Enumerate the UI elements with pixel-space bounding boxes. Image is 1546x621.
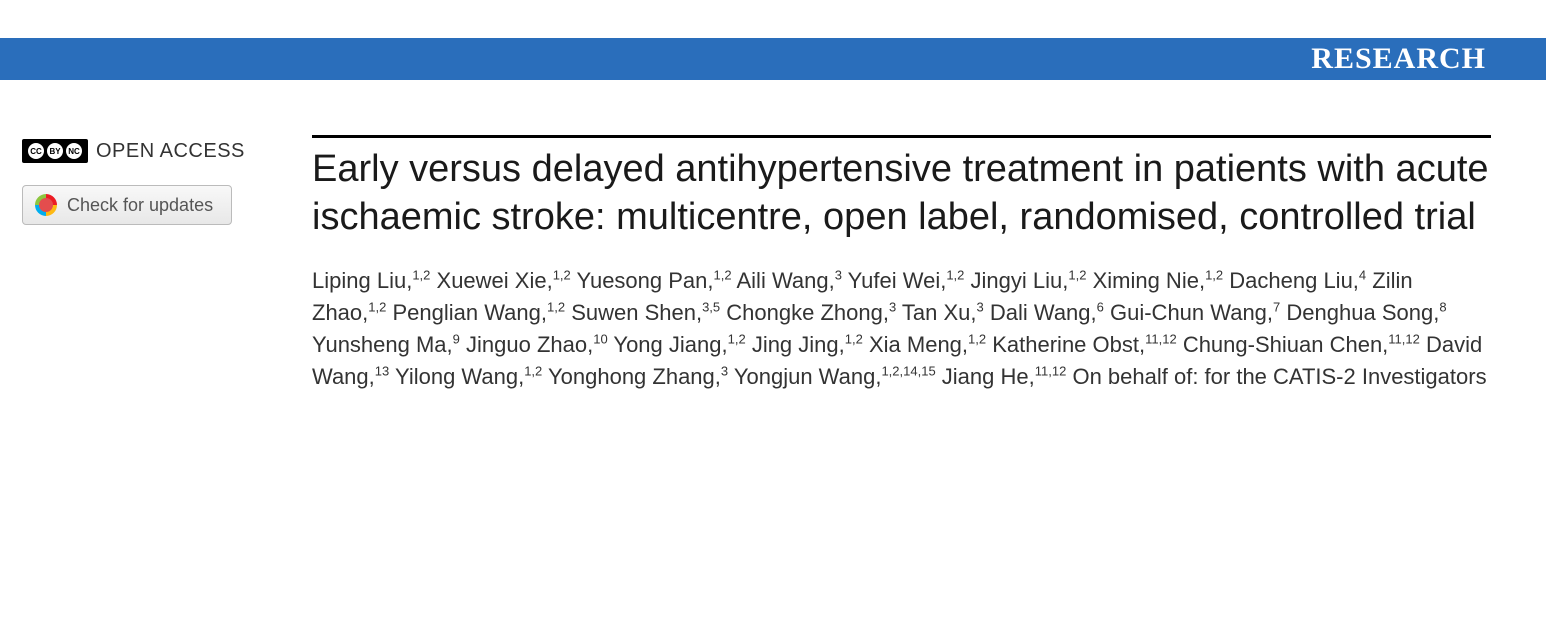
article-title: Early versus delayed antihypertensive tr… xyxy=(312,146,1491,241)
author-affiliation: 4 xyxy=(1359,268,1366,283)
author-name: Katherine Obst, xyxy=(992,332,1145,357)
author-affiliation: 1,2 xyxy=(968,331,986,346)
content-area: CC BY NC OPEN ACCESS Check for updates E… xyxy=(0,80,1546,393)
check-updates-label: Check for updates xyxy=(67,195,213,216)
author-affiliation: 3 xyxy=(977,300,984,315)
author-affiliation: 11,12 xyxy=(1035,363,1067,378)
author-affiliation: 8 xyxy=(1439,300,1446,315)
author-name: Dali Wang, xyxy=(990,300,1097,325)
author-name: Jingyi Liu, xyxy=(971,268,1069,293)
author-affiliation: 1,2 xyxy=(368,300,386,315)
author-affiliation: 1,2 xyxy=(553,268,571,283)
author-affiliation: 1,2 xyxy=(714,268,732,283)
on-behalf-text: On behalf of: for the CATIS-2 Investigat… xyxy=(1072,364,1486,389)
author-list: Liping Liu,1,2 Xuewei Xie,1,2 Yuesong Pa… xyxy=(312,265,1491,393)
open-access-label: OPEN ACCESS xyxy=(96,140,245,163)
author-name: Denghua Song, xyxy=(1286,300,1439,325)
check-for-updates-button[interactable]: Check for updates xyxy=(22,185,232,225)
sidebar: CC BY NC OPEN ACCESS Check for updates xyxy=(22,135,272,393)
author-affiliation: 1,2 xyxy=(1205,268,1223,283)
author-name: Yilong Wang, xyxy=(395,364,524,389)
author-affiliation: 1,2 xyxy=(412,268,430,283)
author-name: Penglian Wang, xyxy=(392,300,547,325)
cc-icon: CC xyxy=(28,143,44,159)
nc-icon: NC xyxy=(66,143,82,159)
section-banner: RESEARCH xyxy=(0,38,1546,80)
author-affiliation: 1,2 xyxy=(1068,268,1086,283)
author-affiliation: 9 xyxy=(453,331,460,346)
author-name: Aili Wang, xyxy=(737,268,835,293)
author-name: Yonghong Zhang, xyxy=(548,364,721,389)
author-name: Tan Xu, xyxy=(902,300,977,325)
author-affiliation: 1,2,14,15 xyxy=(881,363,935,378)
open-access-badge: CC BY NC OPEN ACCESS xyxy=(22,139,272,163)
author-name: Xia Meng, xyxy=(869,332,968,357)
author-name: Jing Jing, xyxy=(752,332,845,357)
author-affiliation: 1,2 xyxy=(524,363,542,378)
author-name: Yong Jiang, xyxy=(613,332,727,357)
author-name: Yongjun Wang, xyxy=(734,364,882,389)
banner-label: RESEARCH xyxy=(1311,42,1486,76)
author-affiliation: 1,2 xyxy=(946,268,964,283)
author-affiliation: 6 xyxy=(1097,300,1104,315)
crossmark-icon xyxy=(35,194,57,216)
author-name: Chung-Shiuan Chen, xyxy=(1183,332,1388,357)
author-affiliation: 1,2 xyxy=(845,331,863,346)
main-column: Early versus delayed antihypertensive tr… xyxy=(312,135,1491,393)
author-affiliation: 1,2 xyxy=(728,331,746,346)
author-affiliation: 1,2 xyxy=(547,300,565,315)
author-affiliation: 10 xyxy=(593,331,607,346)
author-name: Yufei Wei, xyxy=(848,268,947,293)
author-name: Jinguo Zhao, xyxy=(466,332,593,357)
author-affiliation: 3 xyxy=(721,363,728,378)
author-name: Suwen Shen, xyxy=(571,300,702,325)
author-name: Jiang He, xyxy=(942,364,1035,389)
author-name: Dacheng Liu, xyxy=(1229,268,1359,293)
author-affiliation: 3 xyxy=(889,300,896,315)
author-affiliation: 13 xyxy=(375,363,389,378)
author-affiliation: 11,12 xyxy=(1388,331,1420,346)
author-name: Yuesong Pan, xyxy=(577,268,714,293)
author-name: Ximing Nie, xyxy=(1093,268,1205,293)
author-affiliation: 3 xyxy=(835,268,842,283)
author-affiliation: 3,5 xyxy=(702,300,720,315)
author-name: Xuewei Xie, xyxy=(437,268,553,293)
author-name: Liping Liu, xyxy=(312,268,412,293)
author-name: Yunsheng Ma, xyxy=(312,332,453,357)
cc-license-icon: CC BY NC xyxy=(22,139,88,163)
author-affiliation: 11,12 xyxy=(1145,331,1177,346)
author-name: Gui-Chun Wang, xyxy=(1110,300,1273,325)
by-icon: BY xyxy=(47,143,63,159)
author-affiliation: 7 xyxy=(1273,300,1280,315)
author-name: Chongke Zhong, xyxy=(726,300,889,325)
